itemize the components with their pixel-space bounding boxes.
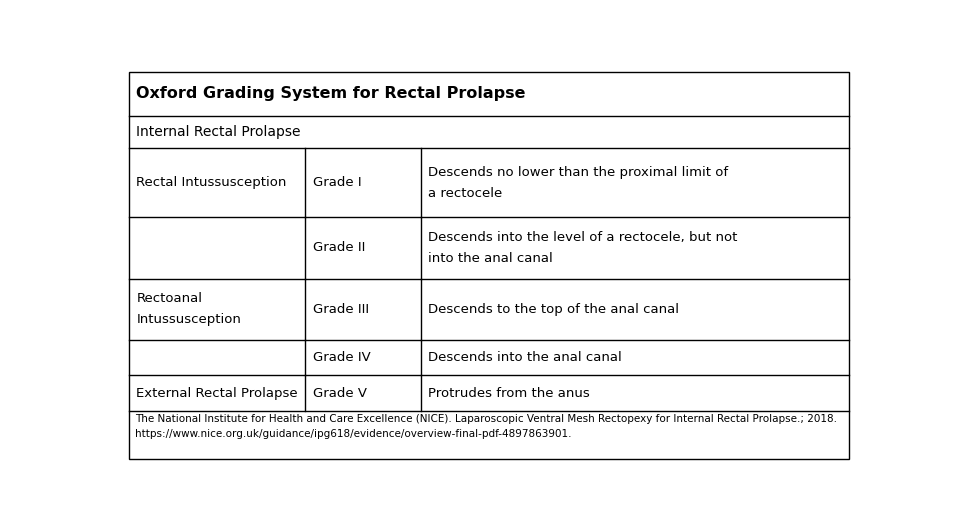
Text: Descends no lower than the proximal limit of
a rectocele: Descends no lower than the proximal limi… [428,166,727,200]
Text: Grade V: Grade V [313,387,366,400]
Text: Grade III: Grade III [313,302,369,316]
Text: Rectal Intussusception: Rectal Intussusception [136,176,286,189]
Text: Grade II: Grade II [313,241,365,255]
Text: Oxford Grading System for Rectal Prolapse: Oxford Grading System for Rectal Prolaps… [136,86,525,102]
Text: Protrudes from the anus: Protrudes from the anus [428,387,589,400]
Text: The National Institute for Health and Care Excellence (NICE). Laparoscopic Ventr: The National Institute for Health and Ca… [134,414,836,439]
Text: Internal Rectal Prolapse: Internal Rectal Prolapse [136,125,300,139]
Text: Rectoanal
Intussusception: Rectoanal Intussusception [136,292,241,326]
Text: Grade IV: Grade IV [313,351,370,364]
Text: Descends into the level of a rectocele, but not
into the anal canal: Descends into the level of a rectocele, … [428,231,737,265]
Text: Grade I: Grade I [313,176,361,189]
Text: Descends into the anal canal: Descends into the anal canal [428,351,621,364]
Text: Descends to the top of the anal canal: Descends to the top of the anal canal [428,302,679,316]
Text: External Rectal Prolapse: External Rectal Prolapse [136,387,297,400]
